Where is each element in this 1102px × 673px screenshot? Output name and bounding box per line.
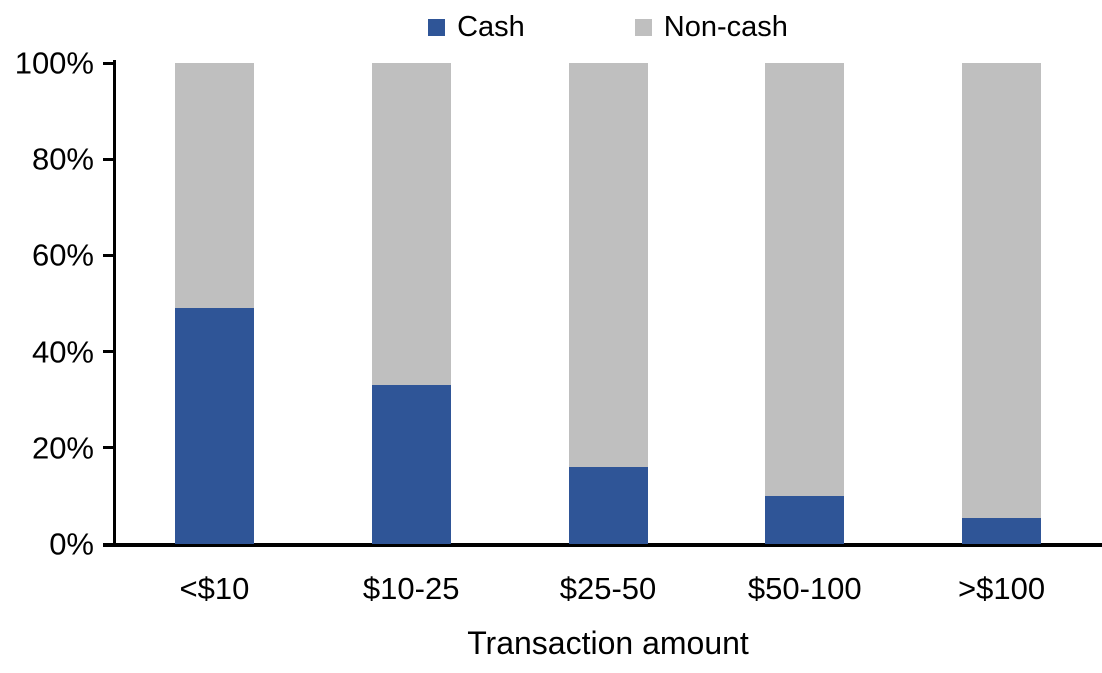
- bar-segment-cash: [174, 308, 254, 544]
- bar-segment-non-cash: [962, 63, 1042, 518]
- bar-segment-cash: [371, 385, 451, 544]
- y-axis-line: [113, 60, 116, 547]
- x-axis-line: [103, 543, 1102, 547]
- bar-100: [962, 63, 1042, 544]
- y-axis-tick: [103, 253, 116, 257]
- bar-segment-cash: [962, 517, 1042, 544]
- plot-area: [116, 63, 1100, 544]
- legend-swatch-cash: [428, 19, 446, 36]
- bar-segment-non-cash: [568, 63, 648, 468]
- y-axis-tick: [103, 446, 116, 450]
- y-axis-tick: [103, 350, 116, 354]
- x-axis-category-label: $50-100: [747, 571, 862, 606]
- y-axis-tick-label: 60%: [31, 237, 94, 273]
- legend-item-non-cash: Non-cash: [634, 11, 788, 43]
- y-axis-tick-label: 20%: [31, 430, 94, 466]
- y-axis-tick: [103, 61, 116, 65]
- legend-label: Cash: [457, 11, 525, 43]
- x-axis-category-label: >$100: [958, 571, 1046, 606]
- y-axis-tick-label: 40%: [31, 334, 94, 370]
- y-axis-tick-label: 0%: [49, 526, 94, 562]
- bar-10-25: [371, 63, 451, 544]
- bar-segment-non-cash: [371, 63, 451, 386]
- y-axis-tick: [103, 542, 116, 546]
- x-axis-title: Transaction amount: [467, 625, 749, 661]
- legend-swatch-non-cash: [634, 19, 652, 36]
- legend-label: Non-cash: [663, 11, 788, 43]
- bar-segment-cash: [765, 495, 845, 544]
- bar-25-50: [568, 63, 648, 544]
- legend-item-cash: Cash: [428, 13, 525, 42]
- y-axis-tick: [103, 157, 116, 161]
- legend: Cash Non-cash: [116, 13, 1100, 42]
- x-axis-category-label: <$10: [179, 571, 250, 606]
- bar-50-100: [765, 63, 845, 544]
- bar-10: [174, 63, 254, 544]
- x-axis-category-label: $10-25: [362, 571, 460, 606]
- bar-segment-cash: [568, 467, 648, 544]
- bar-segment-non-cash: [765, 63, 845, 496]
- y-axis-tick-label: 80%: [31, 141, 94, 177]
- bar-segment-non-cash: [174, 63, 254, 309]
- x-axis-category-label: $25-50: [559, 571, 657, 606]
- y-axis-tick-label: 100%: [14, 45, 94, 81]
